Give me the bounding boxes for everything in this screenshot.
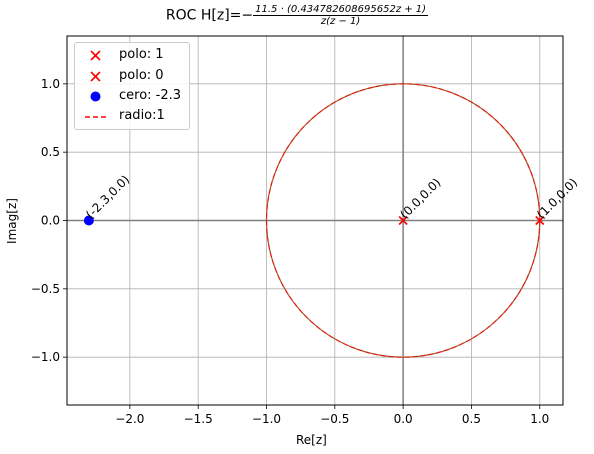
legend-x-marker-icon bbox=[90, 50, 101, 61]
legend-label: polo: 0 bbox=[119, 68, 164, 83]
zero-marker bbox=[83, 215, 94, 226]
y-tick-label: 1.0 bbox=[41, 77, 60, 91]
y-tick-label: 0.5 bbox=[41, 145, 60, 159]
x-tick-label: 1.0 bbox=[530, 412, 549, 426]
point-annotation: (0.0,0.0) bbox=[397, 175, 443, 221]
legend-item-polo-0: polo: 0 bbox=[75, 67, 189, 87]
legend-x-marker-icon bbox=[90, 71, 101, 82]
title-fraction: 11.5 · (0.434782608695652z + 1) z(z − 1) bbox=[253, 4, 429, 27]
x-tick-label: −0.5 bbox=[320, 412, 349, 426]
legend-label: cero: -2.3 bbox=[119, 88, 182, 103]
x-axis-label: Re[z] bbox=[296, 433, 327, 447]
point-annotation: (1.0,0.0) bbox=[534, 175, 580, 221]
legend-dashed-line-icon bbox=[85, 116, 107, 118]
legend-item-polo-1: polo: 1 bbox=[75, 46, 189, 66]
legend: polo: 1 polo: 0 cero: -2.3 radio:1 bbox=[74, 42, 190, 130]
legend-dot-marker-icon bbox=[90, 91, 101, 102]
y-tick-label: 0.0 bbox=[41, 214, 60, 228]
pole-marker bbox=[398, 215, 408, 226]
x-tick-label: −2.0 bbox=[115, 412, 144, 426]
legend-item-radio: radio:1 bbox=[75, 107, 189, 127]
title-numerator: 11.5 · (0.434782608695652z + 1) bbox=[253, 4, 429, 16]
x-tick-label: −1.0 bbox=[252, 412, 281, 426]
x-tick-label: 0.5 bbox=[462, 412, 481, 426]
y-tick-label: −1.0 bbox=[31, 350, 60, 364]
legend-label: polo: 1 bbox=[119, 47, 164, 62]
x-tick-label: 0.0 bbox=[394, 412, 413, 426]
chart-title-prefix: ROC H[z]=− bbox=[165, 7, 254, 24]
x-tick-label: −1.5 bbox=[184, 412, 213, 426]
pole-marker bbox=[535, 215, 545, 226]
chart-title: ROC H[z]=− 11.5 · (0.434782608695652z + 1… bbox=[0, 4, 594, 27]
legend-item-cero: cero: -2.3 bbox=[75, 87, 189, 107]
y-tick-label: −0.5 bbox=[31, 282, 60, 296]
title-denominator: z(z − 1) bbox=[320, 16, 361, 27]
y-axis-label: Imag[z] bbox=[5, 198, 19, 244]
legend-label: radio:1 bbox=[119, 108, 165, 123]
point-annotation: (-2.3,0.0) bbox=[83, 172, 132, 221]
